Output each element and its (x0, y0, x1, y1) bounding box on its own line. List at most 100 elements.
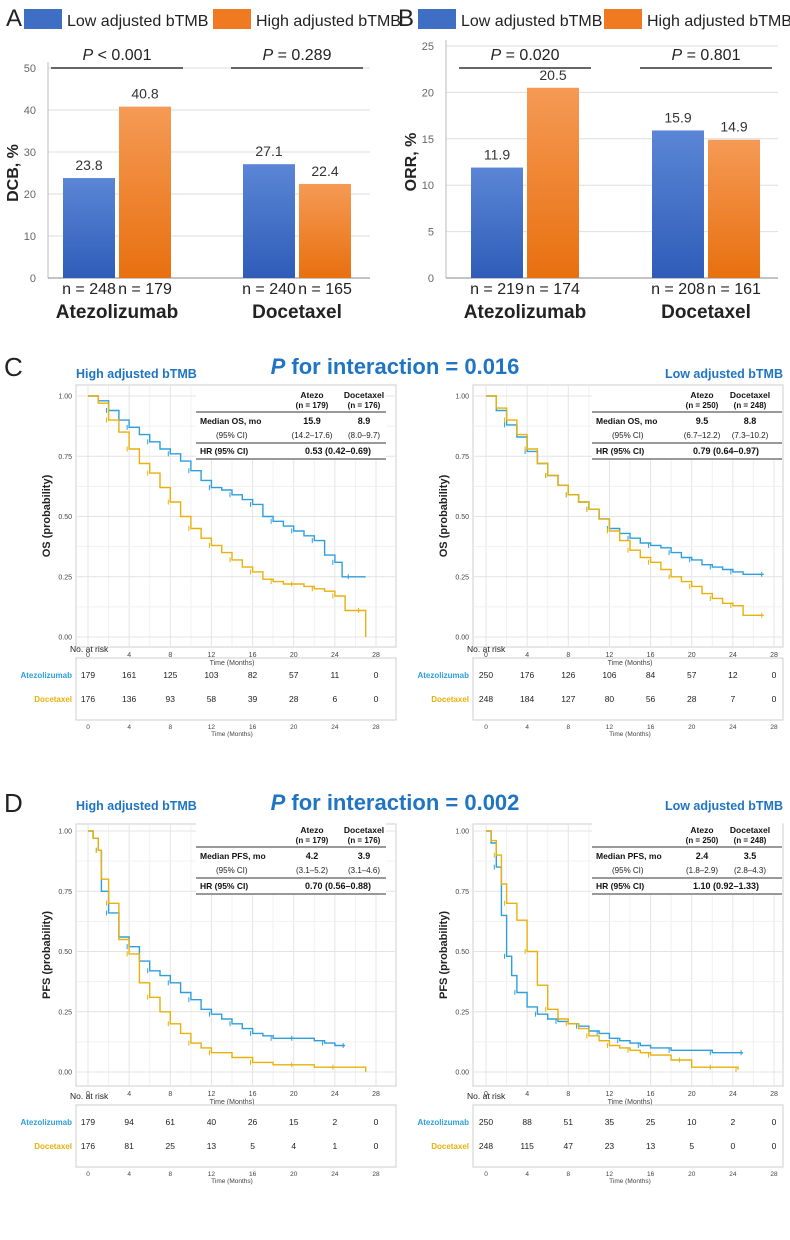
x-tick-label: 8 (168, 652, 172, 659)
risk-x-tick: 12 (208, 724, 216, 731)
x-tick-label: 8 (168, 1091, 172, 1098)
bar-chart-a: 0 10 20 30 40 50 DCB, % 23.8 n = 248 40.8 n = 179 A… (5, 47, 370, 323)
km-pfs-high: High adjusted bTMB 0.00 0.25 0.50 0.75 1.00 0 4… (20, 799, 397, 1185)
plot-frame (75, 384, 397, 648)
table-row-label: Median OS, mo (596, 416, 657, 426)
risk-x-tick: 28 (770, 1171, 778, 1178)
risk-value: 176 (81, 694, 95, 704)
risk-x-label: Time (Months) (211, 1178, 253, 1185)
panel-label-d: D (4, 788, 23, 818)
risk-value: 57 (687, 670, 697, 680)
risk-x-tick: 16 (647, 724, 655, 731)
risk-frame (472, 1104, 784, 1168)
legend-swatch-high (213, 9, 251, 29)
x-tick-label: 16 (647, 652, 655, 659)
p-value-label: P = 0.801 (672, 47, 741, 64)
km-subtitle: Low adjusted bTMB (665, 799, 783, 813)
risk-value: 15 (289, 1117, 299, 1127)
hr-value: 0.79 (0.64–0.97) (693, 446, 759, 456)
docetaxel-curve (88, 395, 367, 637)
risk-x-tick: 20 (290, 724, 298, 731)
x-tick-label: 20 (688, 1091, 696, 1098)
y-tick-label: 10 (24, 231, 36, 243)
x-axis-label: Time (Months) (608, 660, 653, 667)
ci-atezo: (3.1–5.2) (296, 866, 328, 875)
km-os-high: High adjusted bTMB 0.00 0.25 0.50 0.75 1.00 0 4… (20, 367, 397, 738)
y-axis-label: DCB, % (5, 144, 22, 202)
risk-value: 88 (522, 1117, 532, 1127)
bar-high-docetaxel (708, 139, 760, 278)
y-tick-label: 0.25 (58, 1009, 72, 1016)
y-tick-label: 15 (422, 134, 434, 146)
docetaxel-curve (88, 830, 367, 1072)
table-header-docetaxel: Docetaxel (730, 390, 770, 400)
n-label: n = 248 (62, 281, 116, 298)
risk-x-tick: 4 (525, 724, 529, 731)
y-tick-label: 20 (24, 189, 36, 201)
y-tick-label: 50 (24, 63, 36, 75)
risk-x-tick: 4 (127, 724, 131, 731)
p-symbol: P (672, 47, 683, 64)
y-tick-label: 5 (428, 227, 434, 239)
n-label: n = 174 (526, 281, 580, 298)
hr-label: HR (95% CI) (200, 881, 248, 891)
risk-x-tick: 8 (566, 1171, 570, 1178)
risk-value: 81 (124, 1141, 134, 1151)
risk-row-label: Atezolizumab (20, 671, 72, 680)
table-header-atezo: Atezo (690, 825, 713, 835)
bar-value-label: 23.8 (75, 157, 102, 173)
y-tick-label: 1.00 (58, 394, 72, 401)
risk-value: 0 (772, 670, 777, 680)
bar-value-label: 27.1 (255, 143, 282, 159)
table-n-atezo: (n = 250) (686, 836, 719, 845)
y-tick-label: 40 (24, 105, 36, 117)
risk-frame (75, 657, 397, 721)
risk-value: 176 (520, 670, 534, 680)
hr-label: HR (95% CI) (596, 881, 644, 891)
risk-x-tick: 8 (168, 1171, 172, 1178)
bar-high-atezolizumab (527, 87, 579, 278)
table-n-atezo: (n = 250) (686, 401, 719, 410)
risk-value: 0 (374, 670, 379, 680)
risk-value: 51 (564, 1117, 574, 1127)
x-tick-label: 12 (208, 1091, 216, 1098)
ci-docetaxel: (8.0–9.7) (348, 431, 380, 440)
risk-value: 0 (772, 1117, 777, 1127)
panel-d: D P for interaction = 0.002 High adjuste… (4, 788, 784, 1185)
panel-label-a: A (6, 5, 22, 32)
docetaxel-curve (486, 830, 739, 1070)
x-tick-label: 8 (566, 1091, 570, 1098)
y-tick-label: 1.00 (455, 394, 469, 401)
table-n-docetaxel: (n = 248) (734, 401, 767, 410)
risk-row-label: Atezolizumab (417, 1118, 469, 1127)
y-tick-label: 0.00 (58, 1070, 72, 1077)
table-n-docetaxel: (n = 176) (348, 401, 381, 410)
risk-x-tick: 4 (525, 1171, 529, 1178)
y-tick-label: 30 (24, 147, 36, 159)
risk-value: 250 (479, 1117, 493, 1127)
table-background (196, 386, 386, 460)
risk-x-tick: 12 (208, 1171, 216, 1178)
table-row-label: (95% CI) (216, 866, 248, 875)
table-header-docetaxel: Docetaxel (344, 390, 384, 400)
y-tick-label: 0.50 (455, 949, 469, 956)
table-row-label: (95% CI) (216, 431, 248, 440)
risk-x-tick: 0 (484, 724, 488, 731)
bar-value-label: 11.9 (484, 147, 510, 163)
x-tick-label: 20 (290, 1091, 298, 1098)
y-tick-label: 0.00 (58, 635, 72, 642)
x-tick-label: 8 (566, 652, 570, 659)
y-tick-label: 0.25 (455, 1009, 469, 1016)
y-tick-label: 20 (422, 87, 434, 99)
x-tick-label: 28 (770, 1091, 778, 1098)
risk-value: 57 (289, 670, 299, 680)
x-tick-label: 16 (647, 1091, 655, 1098)
risk-title: No. at risk (70, 1091, 109, 1101)
risk-value: 248 (479, 1141, 493, 1151)
risk-value: 179 (81, 1117, 95, 1127)
risk-value: 7 (730, 694, 735, 704)
risk-value: 126 (561, 670, 575, 680)
hr-value: 1.10 (0.92–1.33) (693, 881, 759, 891)
risk-value: 25 (166, 1141, 176, 1151)
y-axis-label: ORR, % (403, 133, 420, 192)
